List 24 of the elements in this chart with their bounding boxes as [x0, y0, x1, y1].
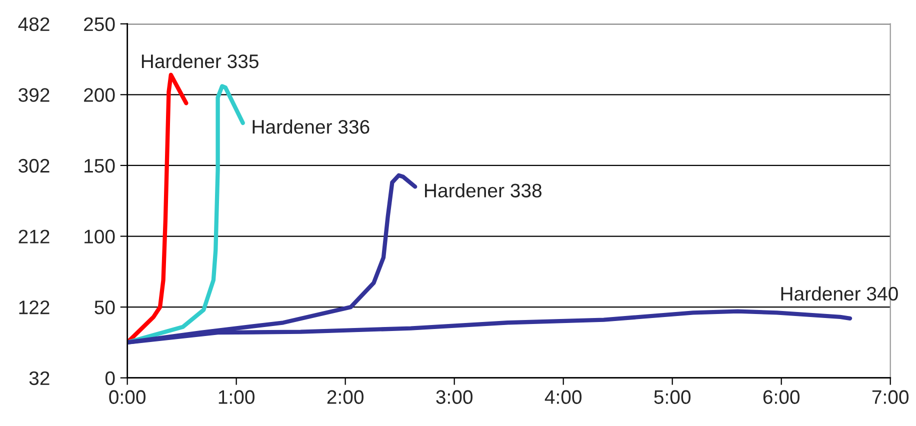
series-label: Hardener 336 — [252, 119, 370, 134]
x-tick-label: 6:00 — [763, 390, 800, 404]
x-tick-label: 1:00 — [218, 390, 254, 404]
series-label: Hardener 335 — [142, 54, 258, 68]
y-tick-label: 100 — [84, 230, 115, 244]
y-tick-label: 150 — [84, 158, 115, 173]
series-label: Hardener 338 — [425, 183, 542, 198]
y2-tick-label: 482 — [18, 17, 50, 32]
x-tick-label: 2:00 — [327, 390, 364, 404]
y2-tick-label: 212 — [18, 230, 50, 244]
y2-tick-label: 32 — [29, 371, 50, 386]
x-tick-label: 3:00 — [436, 390, 472, 404]
x-tick-label: 4:00 — [544, 390, 582, 404]
x-tick-label: 0:00 — [109, 390, 146, 404]
x-tick-label: 5:00 — [654, 390, 691, 404]
y-tick-label: 50 — [94, 300, 115, 314]
y-tick-label: 250 — [84, 17, 115, 32]
y2-tick-label: 302 — [18, 158, 50, 173]
series-label: Hardener 340 — [781, 286, 898, 301]
y2-tick-label: 122 — [19, 300, 50, 314]
y-tick-label: 200 — [84, 88, 115, 102]
y2-tick-label: 392 — [18, 88, 50, 102]
x-tick-label: 7:00 — [872, 390, 909, 404]
y-tick-label: 0 — [105, 371, 115, 386]
